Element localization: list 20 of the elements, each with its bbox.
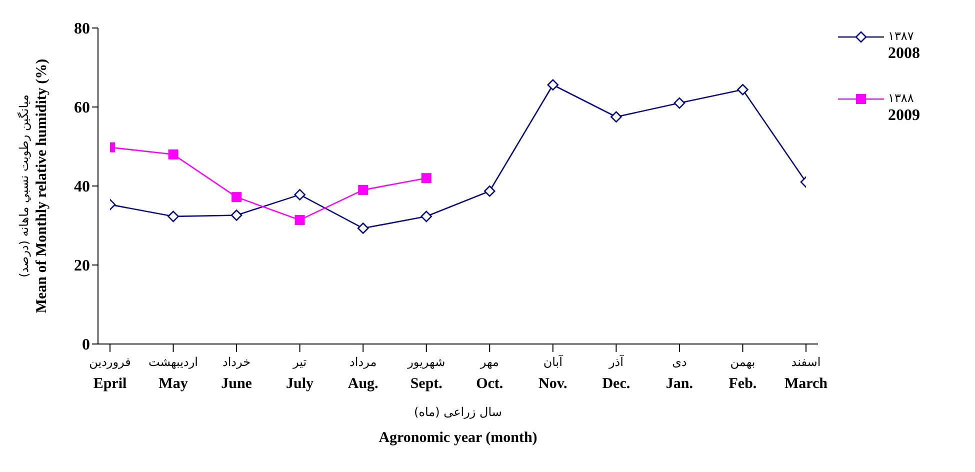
point [168, 210, 179, 222]
point [294, 214, 305, 225]
point [294, 189, 306, 200]
y-tick-label: 0 [82, 336, 90, 354]
y-tick-label: 80 [74, 20, 90, 38]
point [610, 111, 622, 123]
point [421, 173, 432, 184]
point [737, 84, 748, 96]
point [168, 149, 178, 160]
y-tick-label: 40 [74, 178, 90, 196]
point [230, 210, 242, 221]
point [232, 192, 242, 202]
point [674, 97, 686, 109]
point [357, 222, 369, 234]
y-tick-label: 20 [74, 258, 90, 275]
point [420, 210, 432, 222]
y-tick-label: 60 [74, 100, 90, 117]
point [484, 185, 496, 197]
point [358, 184, 368, 195]
point [547, 79, 559, 91]
